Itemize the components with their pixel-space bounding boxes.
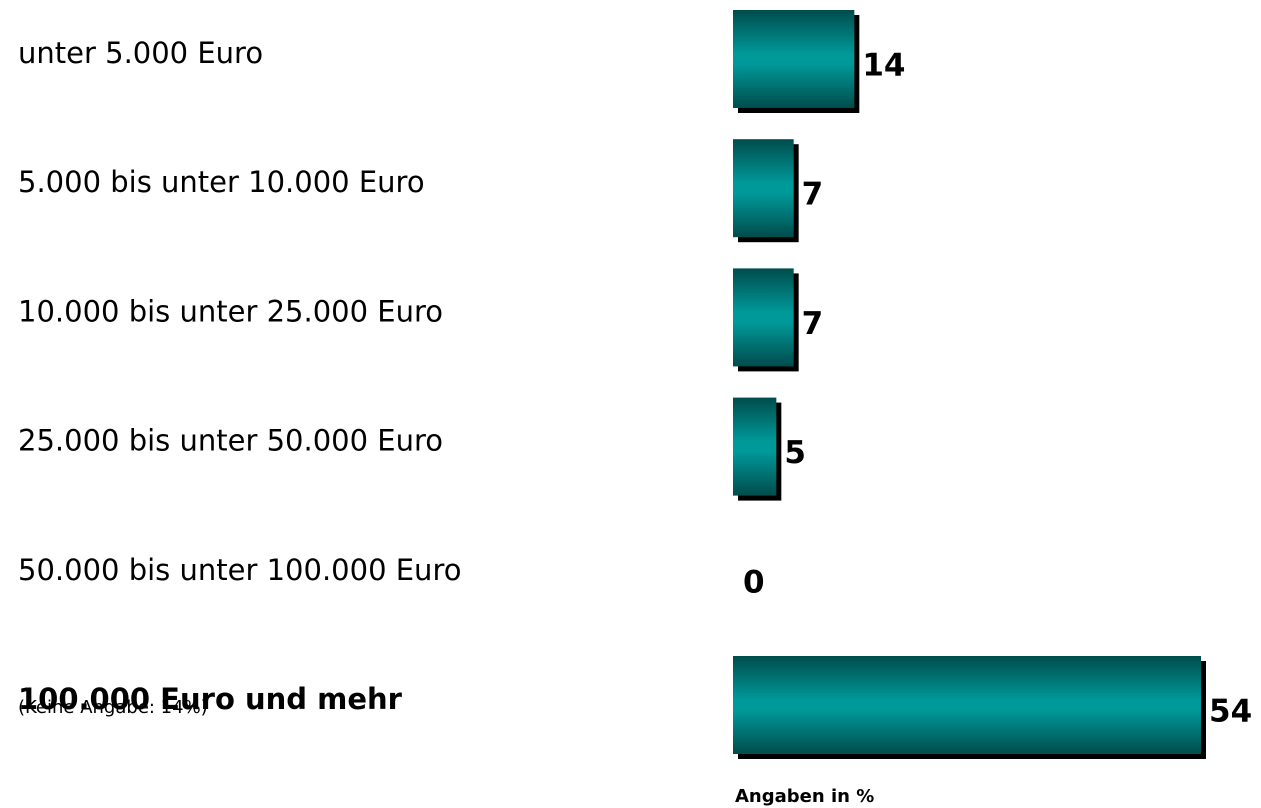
value-label: 0	[743, 564, 765, 600]
category-label: 25.000 bis unter 50.000 Euro	[18, 424, 443, 458]
bar	[733, 10, 855, 108]
bar	[733, 139, 794, 238]
value-label: 7	[802, 177, 824, 213]
category-label: 50.000 bis unter 100.000 Euro	[18, 553, 461, 587]
category-label: 5.000 bis unter 10.000 Euro	[18, 165, 425, 199]
x-axis-label: Angaben in %	[735, 786, 874, 807]
value-label: 5	[784, 435, 806, 471]
bar	[733, 656, 1201, 754]
note: (Keine Angabe: 14%)	[18, 697, 208, 718]
category-label: unter 5.000 Euro	[18, 36, 263, 70]
bar	[733, 397, 777, 496]
category-label: 100.000 Euro und mehr	[18, 682, 403, 716]
value-label: 54	[1209, 694, 1252, 730]
category-label: 10.000 bis unter 25.000 Euro	[18, 294, 443, 328]
value-label: 14	[862, 48, 905, 84]
value-label: 7	[802, 306, 824, 342]
bar	[733, 268, 794, 367]
